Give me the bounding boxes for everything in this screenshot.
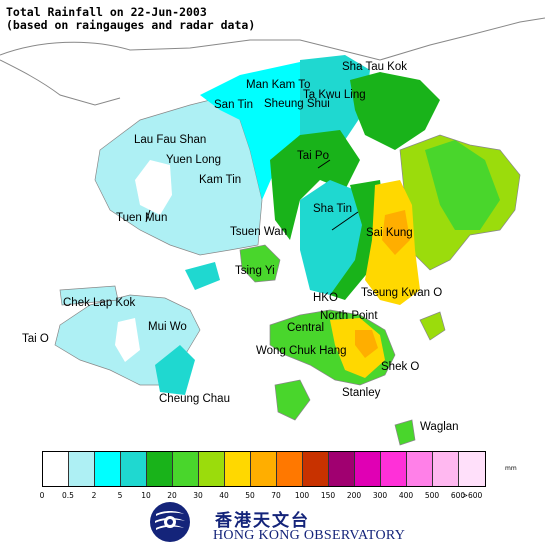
legend-swatch — [381, 452, 407, 486]
place-wong-chuk-hang: Wong Chuk Hang — [256, 345, 347, 357]
place-hko: HKO — [313, 292, 338, 304]
rainfall-legend — [42, 451, 486, 487]
map-title-line-1: Total Rainfall on 22-Jun-2003 — [6, 5, 207, 19]
legend-swatch — [251, 452, 277, 486]
legend-swatch — [459, 452, 485, 486]
legend-tick-label: 30 — [193, 491, 203, 500]
place-sha-tau-kok: Sha Tau Kok — [342, 61, 408, 73]
rain-zone-white-lantau — [115, 318, 140, 362]
legend-swatch — [173, 452, 199, 486]
legend-tick-label: 100 — [294, 491, 310, 500]
legend-tick-label: 300 — [372, 491, 388, 500]
place-tuen-mun: Tuen Mun — [116, 212, 168, 224]
legend-swatch — [199, 452, 225, 486]
legend-tick-label: 200 — [346, 491, 362, 500]
shenzhen-bay-coast — [0, 59, 121, 106]
legend-swatch — [43, 452, 69, 486]
tuen-mun-river — [145, 209, 151, 223]
legend-unit: mm — [505, 465, 517, 472]
rain-zone-teal-peng-chau — [185, 262, 220, 290]
rain-zone-po-toi — [394, 419, 416, 446]
legend-tick-label: 50 — [245, 491, 255, 500]
legend-tick-label: 0 — [39, 491, 45, 500]
place-sha-tin: Sha Tin — [313, 203, 352, 215]
place-stanley: Stanley — [342, 387, 381, 399]
place-sai-kung: Sai Kung — [366, 227, 413, 239]
rain-zone-green-taipo — [270, 130, 360, 240]
rain-zone-light-cyan-west — [94, 94, 263, 256]
place-kam-tin: Kam Tin — [199, 174, 242, 186]
sha-tin-channel — [331, 211, 359, 231]
rain-zone-teal-muiwo — [155, 345, 195, 395]
legend-tick-label: 5 — [117, 491, 123, 500]
place-cheung-chau: Cheung Chau — [159, 393, 230, 405]
rain-zone-southeast-island — [419, 311, 446, 341]
place-chek-lap-kok: Chek Lap Kok — [63, 297, 136, 309]
legend-tick-label: 0.5 — [62, 491, 74, 500]
rain-zone-green-tsingyi — [239, 244, 281, 283]
rain-zone-white-tuenmun — [135, 160, 172, 215]
org-name-chinese: 香港天文台 — [215, 511, 310, 531]
rain-zone-midgreen-east — [425, 140, 500, 230]
legend-tick-label: 10 — [141, 491, 151, 500]
legend-swatch — [433, 452, 459, 486]
legend-swatch — [355, 452, 381, 486]
legend-swatch — [303, 452, 329, 486]
legend-tick-label: 400 — [398, 491, 414, 500]
place-tai-po: Tai Po — [297, 150, 329, 162]
place-waglan: Waglan — [420, 421, 459, 433]
place-yuen-long: Yuen Long — [166, 154, 222, 166]
legend-swatch — [147, 452, 173, 486]
place-lau-fau-shan: Lau Fau Shan — [134, 134, 207, 146]
place-north-point: North Point — [320, 310, 378, 322]
legend-tick-label: 20 — [167, 491, 177, 500]
place-sheung-shui: Sheung Shui — [264, 98, 330, 110]
legend-tick-label: 2 — [91, 491, 97, 500]
place-san-tin: San Tin — [214, 99, 253, 111]
map-title-line-2: (based on raingauges and radar data) — [6, 18, 256, 32]
mainland-coastline — [0, 17, 545, 61]
place-shek-o: Shek O — [381, 361, 420, 373]
place-man-kam-to: Man Kam To — [246, 79, 311, 91]
legend-swatch — [225, 452, 251, 486]
rain-zone-orange-saikung — [382, 210, 410, 255]
rain-zone-cyan-chekplapkok — [59, 285, 119, 306]
hko-logo-icon — [150, 502, 190, 542]
place-ta-kwu-ling: Ta Kwu Ling — [303, 89, 366, 101]
rain-zone-green-northeast — [350, 72, 440, 150]
place-central: Central — [287, 322, 325, 334]
tai-po-river — [317, 159, 331, 169]
org-name-english: HONG KONG OBSERVATORY — [213, 528, 406, 543]
legend-swatch — [277, 452, 303, 486]
legend-swatch — [121, 452, 147, 486]
legend-swatch — [69, 452, 95, 486]
place-mui-wo: Mui Wo — [148, 321, 187, 333]
legend-tick-label: >600 — [461, 491, 483, 500]
legend-tick-label: 40 — [219, 491, 229, 500]
legend-tick-label: 150 — [320, 491, 336, 500]
rain-zone-lamma — [274, 379, 311, 421]
legend-swatch — [407, 452, 433, 486]
rain-zone-green-shatin — [330, 180, 385, 300]
legend-swatch — [95, 452, 121, 486]
place-tsing-yi: Tsing Yi — [235, 265, 275, 277]
legend-tick-label: 500 — [424, 491, 440, 500]
place-tai-o: Tai O — [22, 333, 49, 345]
legend-tick-label: 70 — [271, 491, 281, 500]
place-tsuen-wan: Tsuen Wan — [230, 226, 288, 238]
legend-swatch — [329, 452, 355, 486]
legend-tick-label: 600 — [450, 491, 466, 500]
place-tseung-kwan-o: Tseung Kwan O — [361, 287, 443, 299]
rain-zone-orange-hk-island — [355, 330, 378, 358]
rain-zone-teal-shatin — [300, 180, 365, 295]
